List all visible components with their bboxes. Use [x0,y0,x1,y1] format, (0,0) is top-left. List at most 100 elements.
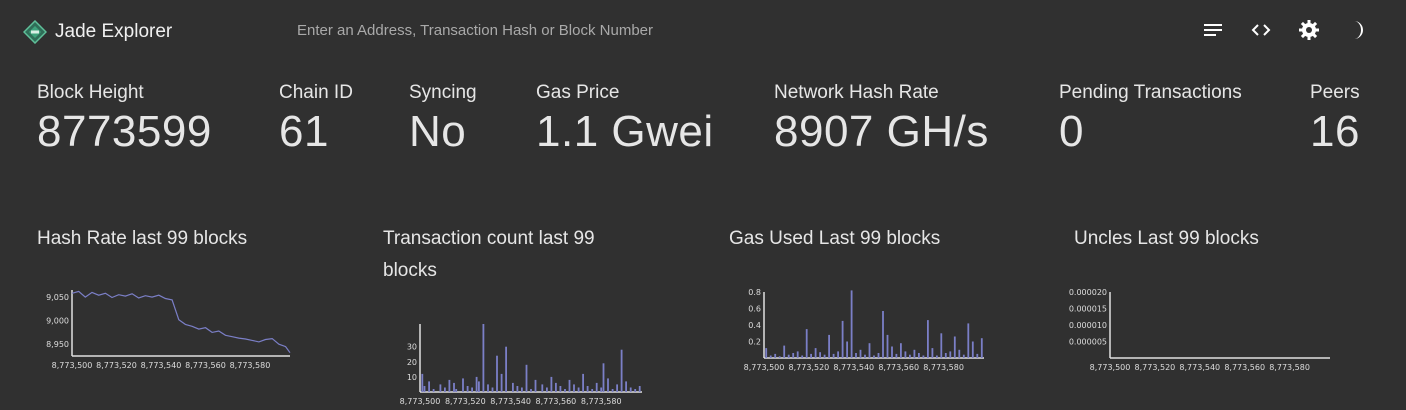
bar [582,373,584,392]
bar [432,389,435,392]
bar [496,355,498,392]
bar [607,378,609,392]
bar [792,353,795,358]
bar [568,379,571,392]
x-tick-label: 8,773,560 [1224,363,1265,372]
bar [980,338,983,358]
x-tick-label: 8,773,500 [400,397,441,406]
bar [638,386,641,392]
stat-value: 8773599 [37,107,212,156]
x-tick-label: 8,773,560 [878,363,919,372]
y-tick-label: 8,950 [46,340,69,349]
y-tick-label: 0.8 [748,288,761,297]
bar [962,354,965,358]
bar [783,345,786,358]
stat-label: Pending Transactions [1059,82,1242,103]
bar [823,354,826,358]
stat-chain-id: Chain ID 61 [279,82,353,157]
stat-value: 0 [1059,107,1084,156]
bar [774,353,777,358]
x-tick-label: 8,773,580 [1269,363,1310,372]
bar [611,389,614,392]
x-tick-label: 8,773,520 [445,397,486,406]
bar [491,387,494,392]
bar [837,351,839,358]
bar [439,384,442,392]
x-tick-label: 8,773,560 [185,361,226,370]
bar [629,387,632,392]
bar [787,354,790,358]
bar [895,353,898,358]
search-input[interactable] [297,19,897,41]
code-icon[interactable] [1249,18,1273,42]
bar [971,341,974,358]
bar [448,379,451,392]
x-tick-label: 8,773,540 [833,363,874,372]
bar [927,320,929,358]
y-tick-label: 10 [407,373,417,382]
x-tick-label: 8,773,540 [141,361,182,370]
stat-syncing: Syncing No [409,82,477,157]
bar [922,355,925,358]
bar [958,349,961,359]
y-tick-label: 9,050 [46,293,69,302]
bar [841,320,844,358]
bar [873,355,875,358]
x-tick-label: 8,773,520 [96,361,137,370]
x-tick-label: 8,773,500 [744,363,785,372]
bar [602,363,605,392]
stat-pending-transactions: Pending Transactions 0 [1059,82,1242,157]
bar [500,373,503,392]
y-tick-label: 0.000005 [1069,338,1107,347]
stat-value: 61 [279,107,329,156]
bar [886,334,889,358]
jade-logo-icon[interactable] [23,20,47,44]
gear-icon[interactable] [1297,18,1321,42]
bar [421,373,424,392]
x-tick-label: 8,773,540 [1179,363,1220,372]
bar [555,382,557,392]
bar [428,381,430,392]
stat-value: No [409,107,467,156]
moon-icon[interactable] [1345,18,1369,42]
bar [810,353,812,358]
x-tick-label: 8,773,500 [1090,363,1131,372]
bar [625,381,627,392]
bar [505,346,507,392]
x-tick-label: 8,773,580 [230,361,271,370]
x-tick-label: 8,773,540 [490,397,531,406]
bar [976,353,979,358]
bar [620,349,623,392]
bar [953,336,956,358]
stat-gas-price: Gas Price 1.1 Gwei [536,82,714,157]
bar [900,343,902,358]
bar [564,389,566,392]
bar [521,387,523,392]
app-title[interactable]: Jade Explorer [55,21,173,42]
bar [832,353,835,358]
bar [828,334,830,358]
bar [850,290,853,358]
list-icon[interactable] [1201,18,1225,42]
bar [967,323,970,358]
bar [516,386,519,392]
y-tick-label: 0.000015 [1069,305,1107,314]
y-tick-label: 9,000 [46,317,69,326]
hash-rate-chart: 8,950 9,000 9,050 8,773,500 8,773,520 8,773,5… [46,290,291,370]
stat-block-height: Block Height 8773599 [37,82,212,157]
bar [600,387,603,392]
bar [462,378,464,392]
bar [909,354,911,358]
bar [805,329,808,358]
bar [512,382,514,392]
bar [444,387,446,392]
y-tick-label: 0.2 [748,338,761,347]
bar [931,348,934,358]
bar [819,352,821,358]
bar [796,351,799,358]
bar [864,354,866,358]
bar [546,387,548,392]
x-tick-label: 8,773,580 [923,363,964,372]
stat-value: 1.1 Gwei [536,107,714,156]
chart-title-gas-used: Gas Used Last 99 blocks [729,228,941,249]
